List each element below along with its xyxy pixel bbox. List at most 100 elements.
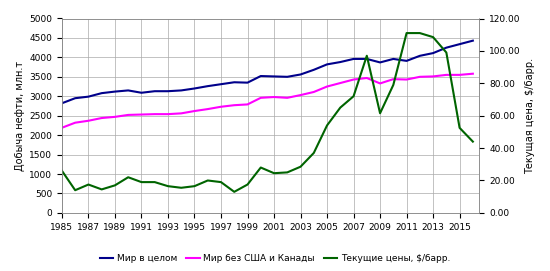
Мир без США и Канады bbox=[364, 76, 370, 80]
Мир в целом bbox=[297, 73, 304, 76]
Legend: Мир в целом, Мир без США и Канады, Текущие цены, $/барр.: Мир в целом, Мир без США и Канады, Текущ… bbox=[96, 250, 454, 266]
Текущие цены, $/барр. bbox=[218, 180, 224, 184]
Мир в целом bbox=[337, 60, 344, 64]
Мир в целом bbox=[284, 75, 290, 78]
Мир без США и Канады bbox=[138, 113, 145, 116]
Мир в целом bbox=[430, 51, 436, 55]
Мир без США и Канады bbox=[85, 119, 92, 122]
Текущие цены, $/барр. bbox=[112, 184, 118, 187]
Текущие цены, $/барр. bbox=[390, 83, 397, 86]
Мир без США и Канады bbox=[350, 78, 357, 81]
Текущие цены, $/барр. bbox=[337, 106, 344, 109]
Мир без США и Канады bbox=[456, 73, 463, 76]
Мир в целом bbox=[205, 85, 211, 88]
Текущие цены, $/барр. bbox=[443, 51, 450, 54]
Мир в целом bbox=[138, 91, 145, 94]
Текущие цены, $/барр. bbox=[59, 169, 65, 172]
Мир в целом bbox=[416, 54, 423, 57]
Текущие цены, $/барр. bbox=[324, 124, 331, 127]
Y-axis label: Текущая цена, $/барр.: Текущая цена, $/барр. bbox=[525, 58, 535, 174]
Мир в целом bbox=[164, 90, 171, 93]
Текущие цены, $/барр. bbox=[284, 171, 290, 174]
Мир без США и Канады bbox=[377, 82, 383, 85]
Мир без США и Канады bbox=[178, 112, 184, 115]
Line: Мир в целом: Мир в целом bbox=[62, 41, 473, 103]
Текущие цены, $/барр. bbox=[164, 185, 171, 188]
Мир без США и Канады bbox=[151, 112, 158, 116]
Мир без США и Канады bbox=[59, 126, 65, 129]
Мир без США и Канады bbox=[125, 113, 131, 117]
Мир в целом bbox=[443, 46, 450, 49]
Мир в целом bbox=[72, 96, 79, 100]
Мир в целом bbox=[377, 61, 383, 64]
Мир в целом bbox=[191, 87, 198, 90]
Мир без США и Канады bbox=[470, 72, 476, 75]
Текущие цены, $/барр. bbox=[416, 31, 423, 35]
Мир без США и Канады bbox=[164, 112, 171, 116]
Текущие цены, $/барр. bbox=[456, 126, 463, 130]
Мир без США и Канады bbox=[231, 104, 238, 107]
Мир без США и Канады bbox=[112, 115, 118, 118]
Текущие цены, $/барр. bbox=[257, 166, 264, 169]
Текущие цены, $/барр. bbox=[377, 112, 383, 115]
Текущие цены, $/барр. bbox=[244, 183, 251, 186]
Мир в целом bbox=[244, 81, 251, 84]
Мир в целом bbox=[271, 75, 277, 78]
Мир в целом bbox=[456, 43, 463, 46]
Мир в целом bbox=[403, 59, 410, 63]
Line: Мир без США и Канады: Мир без США и Канады bbox=[62, 74, 473, 128]
Текущие цены, $/барр. bbox=[231, 190, 238, 193]
Мир без США и Канады bbox=[244, 103, 251, 106]
Y-axis label: Добыча нефти, млн.т: Добыча нефти, млн.т bbox=[15, 61, 25, 171]
Текущие цены, $/барр. bbox=[205, 179, 211, 182]
Текущие цены, $/барр. bbox=[191, 185, 198, 188]
Мир без США и Канады bbox=[297, 93, 304, 97]
Мир в целом bbox=[112, 90, 118, 93]
Текущие цены, $/барр. bbox=[125, 176, 131, 179]
Мир в целом bbox=[85, 95, 92, 98]
Мир в целом bbox=[364, 57, 370, 60]
Текущие цены, $/барр. bbox=[271, 172, 277, 175]
Текущие цены, $/барр. bbox=[430, 36, 436, 39]
Мир в целом bbox=[470, 39, 476, 42]
Мир без США и Канады bbox=[218, 105, 224, 108]
Мир в целом bbox=[231, 81, 238, 84]
Текущие цены, $/барр. bbox=[297, 165, 304, 168]
Текущие цены, $/барр. bbox=[403, 31, 410, 35]
Текущие цены, $/барр. bbox=[72, 189, 79, 192]
Мир в целом bbox=[59, 102, 65, 105]
Мир в целом bbox=[218, 83, 224, 86]
Line: Текущие цены, $/барр.: Текущие цены, $/барр. bbox=[62, 33, 473, 192]
Текущие цены, $/барр. bbox=[364, 54, 370, 57]
Мир без США и Канады bbox=[311, 90, 317, 93]
Текущие цены, $/барр. bbox=[350, 95, 357, 98]
Мир в целом bbox=[311, 68, 317, 72]
Мир без США и Канады bbox=[390, 78, 397, 81]
Мир без США и Канады bbox=[403, 78, 410, 81]
Мир без США и Канады bbox=[98, 117, 105, 120]
Текущие цены, $/барр. bbox=[178, 186, 184, 189]
Мир в целом bbox=[350, 57, 357, 60]
Мир без США и Канады bbox=[257, 96, 264, 99]
Мир без США и Канады bbox=[416, 75, 423, 78]
Текущие цены, $/барр. bbox=[98, 188, 105, 191]
Мир без США и Канады bbox=[72, 121, 79, 124]
Мир без США и Канады bbox=[337, 81, 344, 85]
Мир в целом bbox=[98, 92, 105, 95]
Текущие цены, $/барр. bbox=[311, 151, 317, 154]
Мир без США и Канады bbox=[324, 85, 331, 88]
Мир в целом bbox=[257, 75, 264, 78]
Мир в целом bbox=[125, 89, 131, 92]
Текущие цены, $/барр. bbox=[151, 180, 158, 184]
Мир без США и Канады bbox=[191, 109, 198, 113]
Мир без США и Канады bbox=[443, 73, 450, 76]
Текущие цены, $/барр. bbox=[138, 180, 145, 184]
Мир без США и Канады bbox=[205, 108, 211, 111]
Мир в целом bbox=[324, 63, 331, 66]
Мир без США и Канады bbox=[271, 95, 277, 99]
Мир в целом bbox=[390, 57, 397, 60]
Мир без США и Канады bbox=[284, 96, 290, 99]
Мир в целом bbox=[178, 89, 184, 92]
Текущие цены, $/барр. bbox=[470, 140, 476, 143]
Мир в целом bbox=[151, 90, 158, 93]
